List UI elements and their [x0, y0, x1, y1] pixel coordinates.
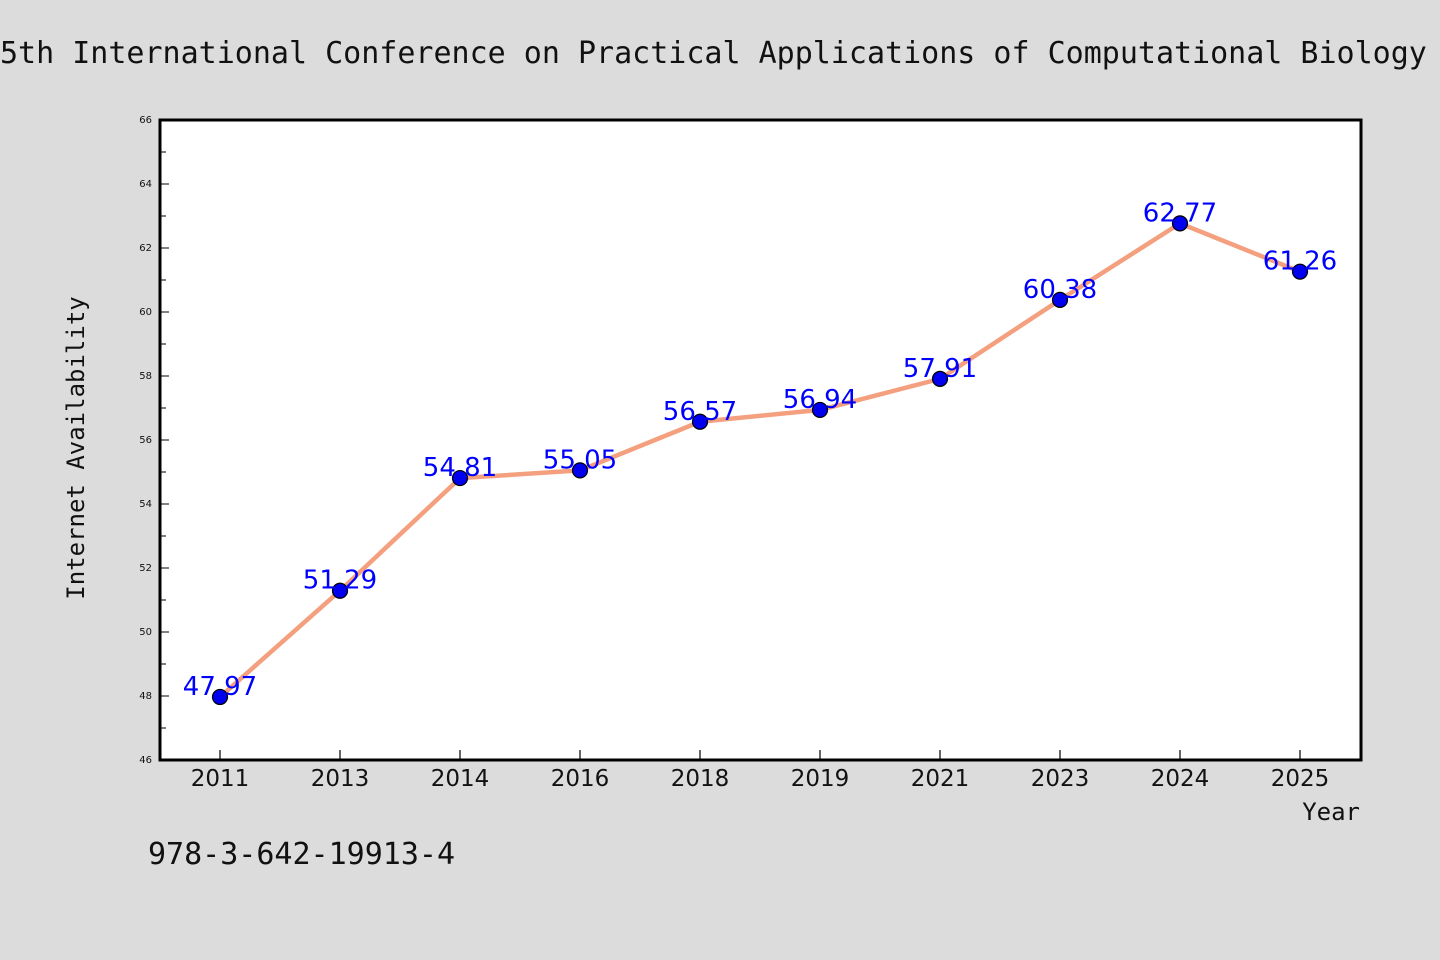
- data-point-2024: [1171, 215, 1189, 232]
- x-axis-title: Year: [1302, 798, 1360, 826]
- plot-frame: [158, 118, 1363, 762]
- data-point-2018: [691, 413, 709, 430]
- data-point-2019: [811, 401, 829, 419]
- series-points-group: [211, 215, 1309, 706]
- y-tick-label: 60: [139, 307, 152, 318]
- y-tick-label: 46: [139, 755, 152, 766]
- series-line: [217, 221, 1303, 700]
- x-tick-label: 2011: [191, 766, 250, 792]
- data-label-2025: 61.26: [1263, 247, 1337, 277]
- x-tick-label: 2025: [1271, 766, 1330, 792]
- data-label-2011: 47.97: [183, 672, 257, 702]
- x-tick-label: 2013: [311, 766, 370, 792]
- data-point-2014: [451, 469, 469, 487]
- x-tick-label: 2014: [431, 766, 490, 792]
- x-tick-label: 2019: [791, 766, 850, 792]
- data-point-2023: [1051, 291, 1069, 308]
- data-label-2013: 51.29: [303, 566, 377, 596]
- data-point-2025: [1291, 263, 1309, 280]
- x-tick-label: 2016: [551, 766, 610, 792]
- y-tick-label: 54: [139, 499, 152, 510]
- data-label-2016: 55.05: [543, 445, 617, 475]
- y-axis-ticks: 46 48 50 52 54 56 58 60 62 64 66: [139, 115, 169, 766]
- series-line-group: [217, 221, 1303, 700]
- data-label-2014: 54.81: [423, 453, 497, 483]
- data-label-2023: 60.38: [1023, 275, 1097, 305]
- chart-title: 5th International Conference on Practica…: [0, 36, 1427, 71]
- y-tick-label: 50: [139, 627, 152, 638]
- data-labels-group: 47.97 51.29 54.81 55.05 56.57 56.94 57.91 60.38…: [183, 198, 1337, 702]
- y-tick-label: 66: [139, 115, 152, 126]
- data-point-2016: [571, 462, 589, 479]
- x-tick-label: 2024: [1151, 766, 1210, 792]
- y-axis-title: Internet Availability: [62, 296, 90, 599]
- x-tick-label: 2021: [911, 766, 970, 792]
- y-tick-label: 62: [139, 243, 152, 254]
- y-tick-label: 52: [139, 563, 152, 574]
- data-label-2024: 62.77: [1143, 198, 1217, 228]
- y-tick-label: 64: [139, 179, 152, 190]
- y-tick-label: 58: [139, 371, 152, 382]
- data-label-2018: 56.57: [663, 397, 737, 427]
- x-tick-label: 2018: [671, 766, 730, 792]
- y-tick-label: 56: [139, 435, 152, 446]
- data-label-2021: 57.91: [903, 354, 977, 384]
- y-tick-label: 48: [139, 691, 152, 702]
- footnote: 978-3-642-19913-4: [148, 837, 455, 872]
- x-tick-label: 2023: [1031, 766, 1090, 792]
- data-point-2011: [211, 688, 229, 706]
- data-label-2019: 56.94: [783, 385, 857, 415]
- data-point-2021: [931, 370, 949, 387]
- data-point-2013: [331, 582, 349, 599]
- x-axis-ticks: 2011 2013 2014 2016 2018 2019 2021 2023 2024 2025: [191, 750, 1330, 792]
- plot-area: [160, 120, 1361, 760]
